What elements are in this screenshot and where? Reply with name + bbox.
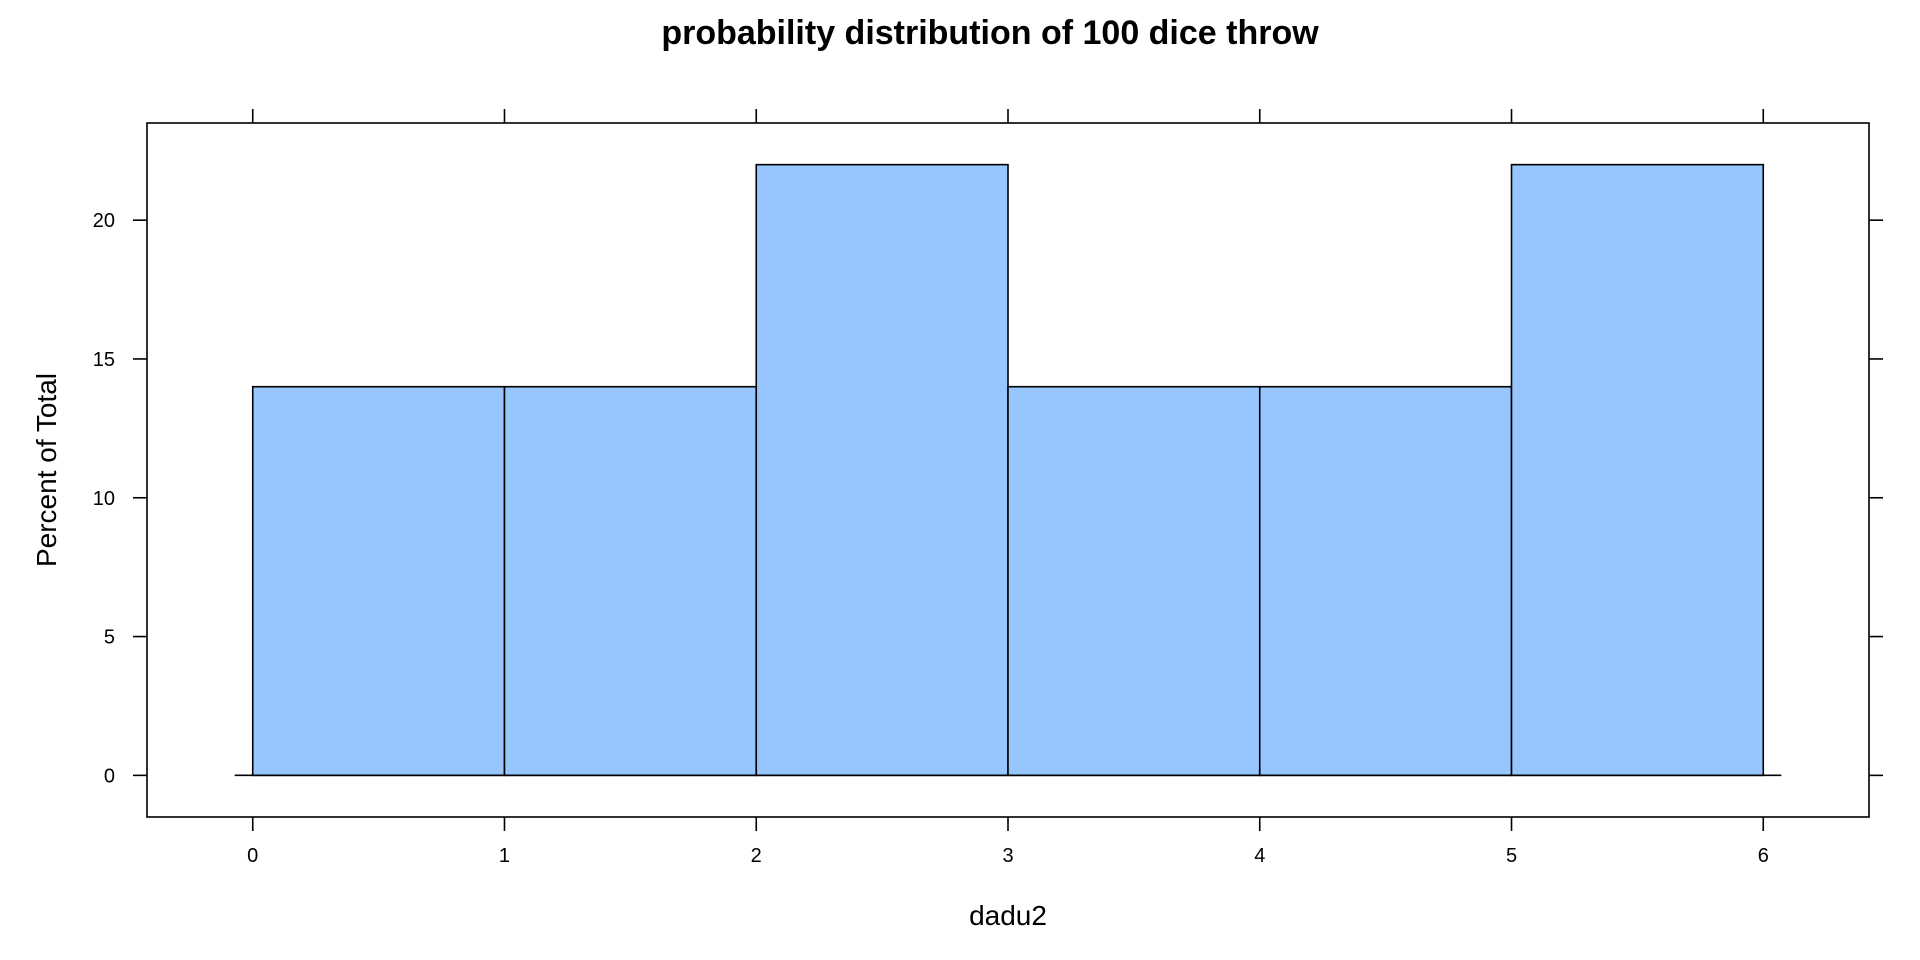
x-tick-label: 1 (499, 845, 510, 867)
x-tick-label: 3 (1002, 845, 1013, 867)
x-tick-label: 0 (247, 845, 258, 867)
y-tick-label: 5 (104, 627, 115, 649)
y-tick-label: 20 (93, 210, 115, 232)
ticks-group: 0 1 2 3 4 5 6 0 5 10 15 20 (93, 109, 1883, 867)
histogram-bar-0 (251, 385, 506, 777)
y-axis-label: Percent of Total (31, 373, 62, 567)
chart-title: probability distribution of 100 dice thr… (661, 14, 1319, 52)
histogram-bar-3 (1007, 385, 1261, 777)
x-axis-label: dadu2 (969, 900, 1047, 931)
histogram-bar-2 (755, 163, 1009, 777)
x-tick-label: 6 (1758, 845, 1769, 867)
y-tick-label: 0 (104, 765, 115, 787)
x-tick-label: 5 (1506, 845, 1517, 867)
y-tick-label: 15 (93, 349, 115, 371)
histogram-bar-4 (1258, 385, 1513, 777)
x-tick-label: 4 (1254, 845, 1265, 867)
x-tick-label: 2 (751, 845, 762, 867)
histogram-bar-1 (503, 385, 758, 777)
y-tick-label: 10 (93, 488, 115, 510)
histogram-bar-5 (1510, 163, 1765, 777)
bars-group (251, 163, 1765, 777)
